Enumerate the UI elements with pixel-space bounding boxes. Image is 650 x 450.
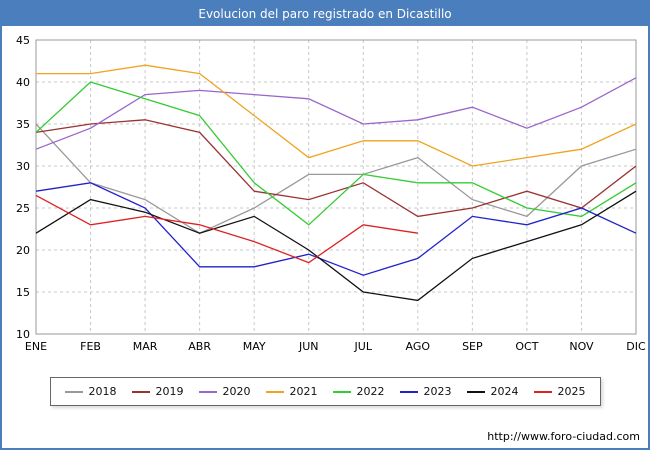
line-chart: 10 15 20 25 30 35 40 45 ENE FEB MAR ABR MAY JUN JUL AGO… [16, 34, 646, 353]
svg-text:10: 10 [16, 328, 30, 341]
series-line-2020 [35, 77, 637, 150]
svg-text:25: 25 [16, 202, 30, 215]
series-line-2021 [36, 64, 637, 167]
legend-swatch-2020 [198, 390, 217, 393]
x-axis-label-SEP: SEP [462, 340, 483, 353]
series-line-2025 [35, 194, 418, 264]
series-line-2019 [35, 119, 637, 218]
legend-label-2019: 2019 [155, 385, 184, 398]
series-line-2018 [35, 123, 637, 234]
legend-swatch-2019 [131, 390, 150, 393]
x-axis-label-MAY: MAY [243, 340, 266, 353]
legend-swatch-2025 [533, 390, 552, 393]
series-line-2024 [35, 190, 637, 302]
svg-text:45: 45 [16, 34, 30, 47]
series-line-2022 [35, 81, 637, 226]
legend-swatch-2018 [64, 390, 83, 393]
chart-title: Evolucion del paro registrado en Dicasti… [2, 2, 648, 26]
svg-text:15: 15 [16, 286, 30, 299]
svg-text:20: 20 [16, 244, 30, 257]
legend-item-2023: 2023 [399, 385, 452, 398]
plot-area: 10 15 20 25 30 35 40 45 ENE FEB MAR ABR MAY JUN JUL AGO… [2, 26, 648, 371]
legend-item-2025: 2025 [533, 385, 586, 398]
series-line-2023 [35, 182, 637, 276]
x-axis-label-NOV: NOV [569, 340, 594, 353]
legend-label-2023: 2023 [423, 385, 452, 398]
legend-label-2021: 2021 [289, 385, 318, 398]
legend-item-2024: 2024 [466, 385, 519, 398]
svg-text:30: 30 [16, 160, 30, 173]
svg-text:40: 40 [16, 76, 30, 89]
x-axis-label-ABR: ABR [188, 340, 211, 353]
x-axis-label-AGO: AGO [406, 340, 431, 353]
x-axis-label-OCT: OCT [515, 340, 538, 353]
x-axis-label-JUN: JUN [298, 340, 319, 353]
legend-swatch-2022 [332, 390, 351, 393]
x-axis-label-ENE: ENE [25, 340, 47, 353]
legend-swatch-2021 [265, 390, 284, 393]
legend-label-2022: 2022 [356, 385, 385, 398]
chart-legend: 2018 2019 2020 2021 2022 2023 2024 2025 [2, 377, 648, 406]
legend-item-2021: 2021 [265, 385, 318, 398]
source-url: http://www.foro-ciudad.com [487, 430, 640, 443]
legend-box: 2018 2019 2020 2021 2022 2023 2024 2025 [49, 377, 601, 406]
legend-item-2019: 2019 [131, 385, 184, 398]
x-axis-label-DIC: DIC [626, 340, 646, 353]
legend-label-2024: 2024 [490, 385, 519, 398]
legend-label-2018: 2018 [88, 385, 117, 398]
legend-swatch-2024 [466, 390, 485, 393]
x-axis-label-FEB: FEB [80, 340, 101, 353]
svg-text:35: 35 [16, 118, 30, 131]
legend-swatch-2023 [399, 390, 418, 393]
x-axis-label-MAR: MAR [133, 340, 158, 353]
legend-item-2022: 2022 [332, 385, 385, 398]
legend-item-2018: 2018 [64, 385, 117, 398]
legend-item-2020: 2020 [198, 385, 251, 398]
x-axis-label-JUL: JUL [354, 340, 373, 353]
legend-label-2020: 2020 [222, 385, 251, 398]
legend-label-2025: 2025 [557, 385, 586, 398]
